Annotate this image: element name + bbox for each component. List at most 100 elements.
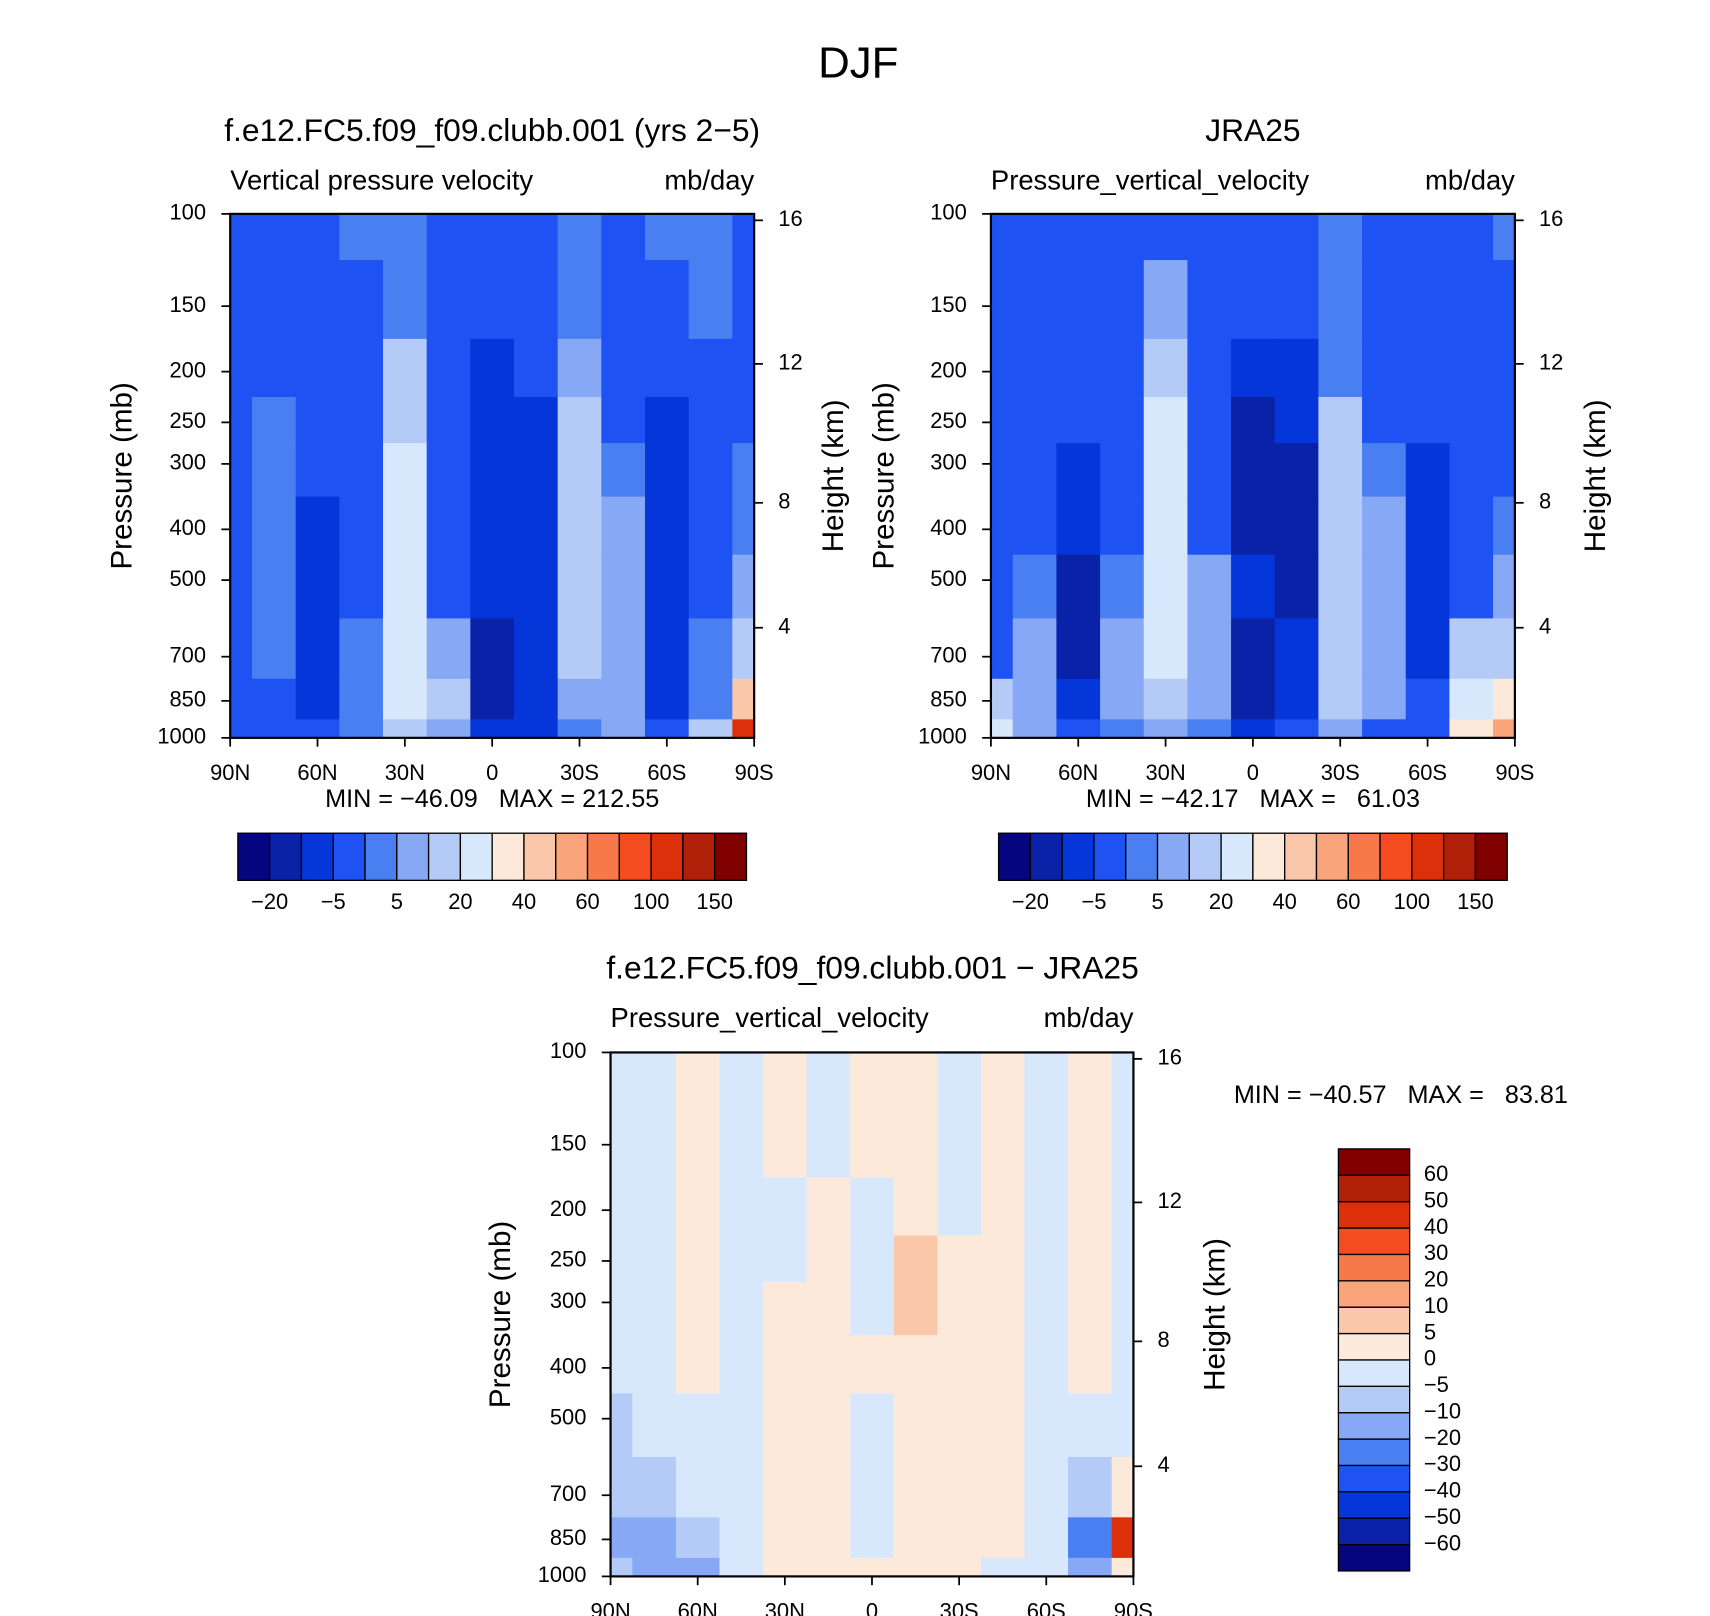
contour-cell [1024, 1098, 1069, 1178]
y-tick-label: 250 [930, 408, 967, 433]
contour-cell [980, 1456, 1026, 1518]
contour-cell [632, 1456, 677, 1518]
contour-cell [426, 719, 471, 739]
contour-cell [252, 397, 297, 444]
contour-cell [470, 554, 515, 619]
y2-tick-label: 16 [1539, 206, 1563, 231]
contour-cell [644, 338, 690, 398]
contour-cell [1068, 1335, 1113, 1394]
contour-cell [732, 260, 755, 340]
contour-cell [339, 397, 384, 444]
contour-cell [230, 213, 253, 261]
contour-cell [1056, 496, 1101, 556]
contour-cell [557, 260, 602, 340]
contour-cell [1318, 719, 1363, 739]
y-tick-label: 850 [930, 687, 967, 712]
contour-cell [763, 1456, 808, 1518]
contour-cell [339, 260, 384, 340]
colorbar-box [555, 832, 589, 882]
contour-cell [644, 213, 690, 261]
variable-name: Vertical pressure velocity [230, 164, 533, 195]
contour-cell [1405, 213, 1450, 261]
contour-cell [1449, 678, 1494, 720]
colorbar-box [491, 832, 525, 882]
contour-cell [1187, 213, 1232, 261]
colorbar-box [1252, 832, 1286, 882]
contour-cell [980, 1557, 1026, 1577]
contour-cell [688, 443, 733, 498]
contour-cell [470, 260, 515, 340]
contour-cell [806, 1557, 851, 1577]
contour-cell [937, 1098, 982, 1178]
contour-cell [1100, 554, 1145, 619]
contour-cell [1100, 260, 1145, 340]
contour-cell [610, 1335, 633, 1394]
colorbar-label: −5 [1424, 1372, 1449, 1397]
y-tick-label: 250 [550, 1247, 587, 1272]
contour-cell [1231, 554, 1276, 619]
figure-title: DJF [818, 38, 898, 87]
contour-cell [1024, 1557, 1069, 1577]
x-tick-label: 0 [1247, 760, 1259, 785]
contour-cell [1100, 443, 1145, 498]
x-tick-label: 60N [1058, 760, 1098, 785]
contour-cell [470, 618, 515, 680]
contour-cell [990, 213, 1014, 261]
contour-cell [1100, 719, 1145, 739]
contour-cell [806, 1335, 851, 1394]
contour-cell [1231, 260, 1276, 340]
contour-cell [1012, 678, 1057, 720]
colorbar-box [1337, 1464, 1411, 1493]
contour-cell [252, 443, 297, 498]
colorbar-label: 60 [1336, 889, 1360, 914]
colorbar-label: 150 [1457, 889, 1494, 914]
colorbar-box [1379, 832, 1413, 882]
contour-cell [557, 213, 602, 261]
contour-cell [1318, 618, 1363, 680]
contour-cell [1405, 338, 1450, 398]
contour-cell [644, 618, 690, 680]
contour-cell [1318, 260, 1363, 340]
contour-cell [1143, 678, 1188, 720]
colorbar-box [1442, 832, 1477, 882]
colorbar-label: −30 [1424, 1451, 1461, 1476]
contour-cell [1449, 719, 1494, 739]
contour-cell [230, 678, 253, 720]
contour-cell [850, 1456, 895, 1518]
contour-cell [1449, 496, 1494, 556]
contour-cell [632, 1052, 677, 1100]
colorbar-box [1337, 1200, 1411, 1229]
contour-cell [1493, 443, 1516, 498]
panel-title: f.e12.FC5.f09_f09.clubb.001 (yrs 2−5) [224, 112, 760, 148]
contour-cell [1449, 397, 1494, 444]
colorbar-label: 150 [696, 889, 733, 914]
contour-cell [1143, 260, 1188, 340]
contour-cell [1068, 1557, 1113, 1577]
contour-cell [610, 1393, 633, 1458]
contour-cell [514, 213, 559, 261]
contour-cell [252, 260, 297, 340]
contour-cell [230, 618, 253, 680]
contour-cell [675, 1052, 721, 1100]
colorbar-box [586, 832, 620, 882]
contour-cell [980, 1235, 1026, 1283]
contour-cell [1274, 260, 1319, 340]
contour-cell [763, 1517, 808, 1559]
contour-cell [339, 443, 384, 498]
y-tick-label: 100 [170, 200, 207, 225]
contour-cell [893, 1517, 938, 1559]
y-tick-label: 400 [170, 515, 207, 540]
contour-cell [763, 1557, 808, 1577]
contour-cell [644, 443, 690, 498]
contour-cell [675, 1177, 721, 1237]
contour-cell [675, 1281, 721, 1336]
y-tick-label: 250 [170, 408, 207, 433]
contour-cell [806, 1235, 851, 1283]
contour-cell [1056, 338, 1101, 398]
contour-cell [1143, 443, 1188, 498]
contour-cell [1449, 554, 1494, 619]
contour-cell [763, 1177, 808, 1237]
contour-cell [719, 1235, 764, 1283]
contour-cell [1100, 213, 1145, 261]
contour-cell [557, 618, 602, 680]
